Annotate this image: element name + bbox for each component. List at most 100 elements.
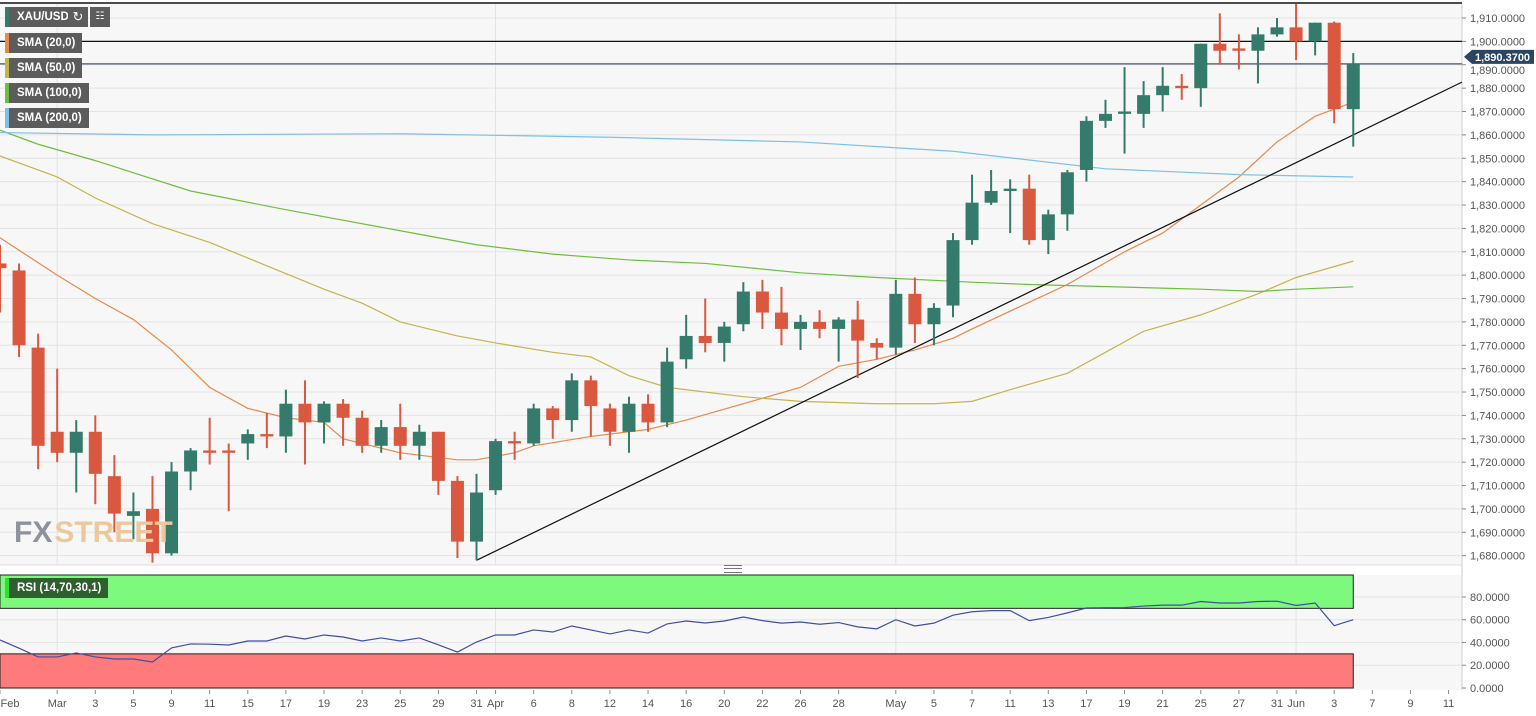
- legend-sma-3[interactable]: SMA (200,0): [5, 108, 89, 128]
- x-tick-label: 31: [470, 698, 482, 710]
- candle-body: [203, 450, 217, 453]
- candle: [222, 443, 236, 512]
- candle: [736, 282, 750, 332]
- candle-body: [279, 403, 293, 437]
- candle-body: [889, 293, 903, 348]
- candle: [603, 403, 617, 446]
- rsi-y-tick-label: 60.0000: [1470, 615, 1510, 627]
- candle-body: [126, 511, 140, 516]
- x-tick-label: 17: [280, 698, 292, 710]
- candle: [641, 394, 655, 432]
- candle: [336, 399, 350, 446]
- candle-body: [298, 403, 312, 423]
- candle-body: [584, 380, 598, 407]
- candle: [298, 380, 312, 465]
- rsi-line: [0, 600, 1354, 663]
- candle-body: [1079, 120, 1093, 170]
- x-tick-label: 17: [1080, 698, 1092, 710]
- y-tick-label: 1,700.0000: [1470, 504, 1525, 516]
- chart-settings-icon[interactable]: ☷: [90, 7, 110, 27]
- x-tick-label: 15: [242, 698, 254, 710]
- candle: [794, 314, 808, 350]
- candle: [717, 321, 731, 362]
- candle-body: [1060, 172, 1074, 215]
- candle: [984, 169, 998, 206]
- x-tick-label: 14: [642, 698, 654, 710]
- candle: [870, 338, 884, 360]
- legend-sma-1[interactable]: SMA (50,0): [5, 58, 83, 78]
- x-tick-label: 19: [1118, 698, 1130, 710]
- candle-body: [1022, 188, 1036, 241]
- refresh-icon[interactable]: ↻: [68, 7, 88, 27]
- candle: [813, 310, 827, 339]
- candle: [774, 286, 788, 346]
- candle-body: [1270, 27, 1284, 35]
- candle-body: [565, 380, 579, 421]
- candle: [107, 455, 121, 533]
- candle: [1289, 4, 1303, 61]
- candle-body: [774, 312, 788, 329]
- candle: [393, 403, 407, 460]
- panel-resize-handle[interactable]: [724, 565, 742, 573]
- legend-sma-0[interactable]: SMA (20,0): [5, 33, 83, 53]
- candle: [50, 368, 64, 463]
- candle-body: [1003, 188, 1017, 191]
- main-panel-bg: [0, 4, 1462, 565]
- candle: [622, 396, 636, 453]
- candle-body: [698, 335, 712, 343]
- candle-body: [1308, 22, 1322, 42]
- x-tick-label: 6: [531, 698, 537, 710]
- rsi-label[interactable]: RSI (14,70,30,1): [5, 578, 109, 598]
- candle-body: [1251, 34, 1265, 51]
- x-tick-label: 27: [1233, 698, 1245, 710]
- y-tick-label: 1,740.0000: [1470, 410, 1525, 422]
- candle-body: [755, 291, 769, 313]
- x-tick-label: 25: [394, 698, 406, 710]
- candle-body: [1346, 63, 1360, 110]
- candle-body: [1213, 43, 1227, 51]
- x-tick-label: 31: [1271, 698, 1283, 710]
- y-tick-label: 1,680.0000: [1470, 551, 1525, 563]
- candle-body: [946, 240, 960, 306]
- candle-body: [470, 492, 483, 542]
- candle-body: [317, 403, 331, 423]
- candle-body: [1118, 111, 1132, 114]
- candle: [698, 298, 712, 353]
- candle: [203, 417, 217, 465]
- x-tick-label: 28: [833, 698, 845, 710]
- y-tick-label: 1,830.0000: [1470, 200, 1525, 212]
- candle: [31, 333, 45, 470]
- candle-body: [603, 408, 617, 432]
- candle: [69, 420, 83, 493]
- sma-line-2: [0, 129, 1354, 293]
- candle: [508, 431, 522, 460]
- y-tick-label: 1,870.0000: [1470, 107, 1525, 119]
- fxstreet-watermark: FXSTREET: [14, 516, 173, 550]
- candle-body: [165, 471, 179, 554]
- candle-body: [1041, 214, 1055, 241]
- candle-body: [679, 335, 693, 360]
- y-tick-label: 1,880.0000: [1470, 83, 1525, 95]
- x-tick-label: 21: [1157, 698, 1169, 710]
- candle: [1251, 27, 1265, 84]
- x-tick-label: 7: [969, 698, 975, 710]
- candle: [355, 410, 369, 453]
- symbol-label[interactable]: XAU/USD: [5, 7, 76, 27]
- candle: [1175, 74, 1189, 100]
- candle: [145, 476, 159, 563]
- x-tick-label: 22: [756, 698, 768, 710]
- x-tick-label: 9: [168, 698, 174, 710]
- rsi-y-tick-label: 80.0000: [1470, 592, 1510, 604]
- candle-body: [1175, 85, 1189, 89]
- x-tick-label: Mar: [48, 698, 67, 710]
- x-tick-label: 8: [569, 698, 575, 710]
- candle-body: [222, 450, 236, 453]
- candle-body: [1327, 22, 1341, 110]
- candle-body: [241, 434, 255, 444]
- y-tick-label: 1,910.0000: [1470, 13, 1525, 25]
- candle: [546, 406, 560, 439]
- legend-sma-2[interactable]: SMA (100,0): [5, 83, 89, 103]
- candle: [851, 300, 865, 378]
- candle: [184, 448, 198, 491]
